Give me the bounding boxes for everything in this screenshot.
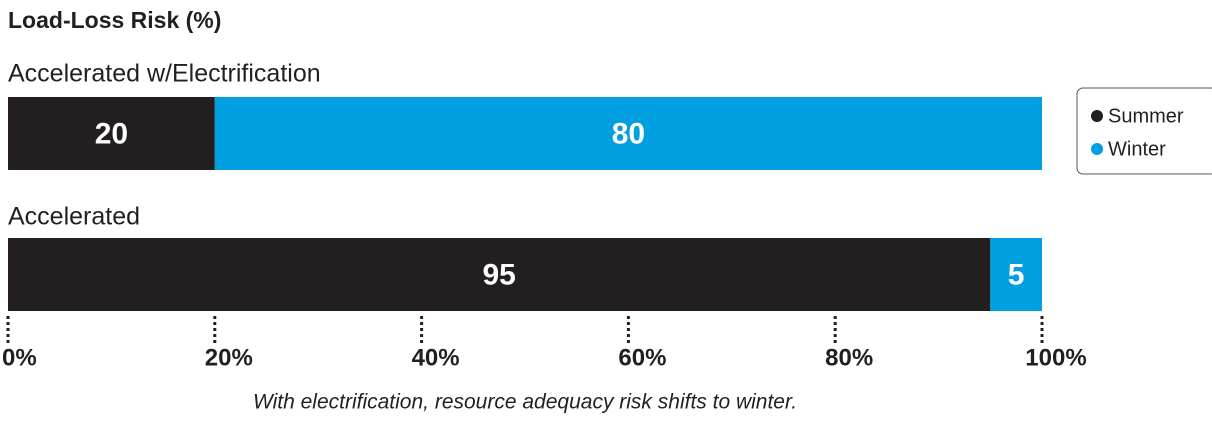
x-tick-label: 80% [825,344,873,371]
data-label: 80 [612,117,645,150]
bar-segment [214,97,1043,170]
x-tick-label: 40% [412,344,460,371]
data-label: 20 [95,117,128,150]
x-tick-label: 100% [1025,344,1086,371]
legend-swatch [1091,143,1103,155]
legend-box [1076,87,1212,175]
bar-segment [8,238,991,311]
x-tick-label: 60% [618,344,666,371]
chart-title: Load-Loss Risk (%) [8,7,221,33]
x-tick-label: 0% [2,344,37,371]
annotation: With electrification, resource adequacy … [253,391,797,414]
category-label: Accelerated [8,203,140,231]
data-label: 95 [482,258,515,291]
x-tick-label: 20% [205,344,253,371]
legend-swatch [1091,110,1103,122]
bar-segment [8,97,215,170]
bar-segment [990,238,1042,311]
legend-label: Summer [1108,105,1184,127]
category-label: Accelerated w/Electrification [8,60,321,88]
legend-label: Winter [1108,138,1166,160]
data-label: 5 [1008,258,1025,291]
